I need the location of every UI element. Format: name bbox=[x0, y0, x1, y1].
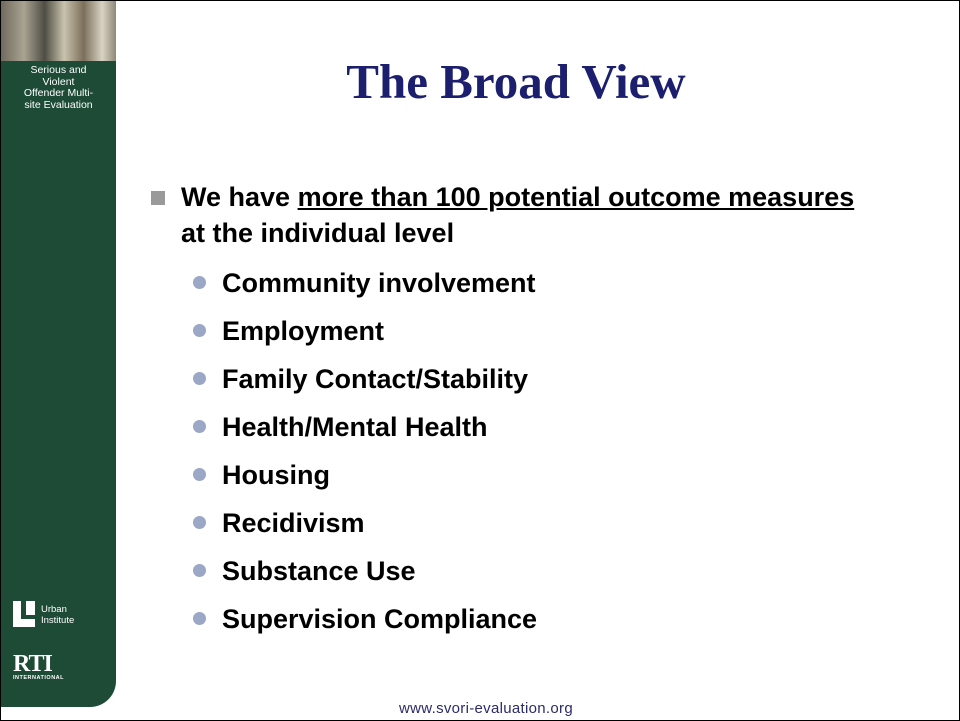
sub-bullet: Substance Use bbox=[191, 547, 537, 595]
sub-bullet: Supervision Compliance bbox=[191, 595, 537, 643]
urban-line: Institute bbox=[41, 615, 75, 626]
sub-bullet-text: Family Contact/Stability bbox=[222, 364, 529, 394]
rti-name: RTI bbox=[13, 651, 53, 677]
round-bullet bbox=[193, 324, 206, 337]
text: at the individual level bbox=[181, 218, 455, 248]
underlined-text: more than 100 potential outcome measures bbox=[297, 182, 855, 212]
urban-text: Urban Institute bbox=[41, 604, 74, 626]
round-bullet bbox=[193, 420, 206, 433]
main-bullet: We have more than 100 potential outcome … bbox=[151, 179, 871, 251]
caption-line: Violent bbox=[42, 75, 75, 88]
photo bbox=[1, 1, 116, 61]
caption-line: Serious and bbox=[30, 64, 87, 76]
sidebar: Serious and Violent Offender Multi- site… bbox=[1, 1, 116, 707]
rti-logo: RTI INTERNATIONAL bbox=[13, 651, 103, 681]
sub-bullet: Community involvement bbox=[191, 259, 537, 307]
sub-bullet: Family Contact/Stability bbox=[191, 355, 537, 403]
footer-url: www.svori-evaluation.org bbox=[399, 700, 573, 717]
slide-title: The Broad View bbox=[346, 54, 686, 109]
rti-subtitle: INTERNATIONAL bbox=[13, 675, 65, 681]
text: We have bbox=[181, 182, 298, 212]
urban-icon bbox=[13, 601, 35, 627]
caption-line: site Evaluation bbox=[24, 98, 93, 111]
sub-bullet-text: Employment bbox=[222, 316, 385, 346]
round-bullet bbox=[193, 612, 206, 625]
sub-bullet-text: Housing bbox=[222, 460, 330, 490]
caption-line: Offender Multi- bbox=[23, 87, 94, 99]
square-bullet bbox=[151, 191, 165, 205]
sidebar-caption: Serious and Violent Offender Multi- site… bbox=[1, 64, 116, 111]
sub-bullet-text: Community involvement bbox=[222, 268, 536, 298]
sub-bullet: Housing bbox=[191, 451, 537, 499]
round-bullet bbox=[193, 516, 206, 529]
round-bullet bbox=[193, 468, 206, 481]
round-bullet bbox=[193, 372, 206, 385]
main-bullet-text: We have more than 100 potential outcome … bbox=[181, 179, 871, 251]
sub-bullet-text: Supervision Compliance bbox=[222, 604, 538, 634]
round-bullet bbox=[193, 276, 206, 289]
sub-bullet-list: Community involvement Employment Family Co… bbox=[191, 259, 537, 643]
sub-bullet-text: Recidivism bbox=[222, 508, 365, 538]
sub-bullet: Recidivism bbox=[191, 499, 537, 547]
sub-bullet: Employment bbox=[191, 307, 537, 355]
urban-line: Urban bbox=[41, 604, 67, 615]
sub-bullet-text: Health/Mental Health bbox=[222, 412, 488, 442]
urban-logo: Urban Institute bbox=[13, 601, 108, 629]
round-bullet bbox=[193, 564, 206, 577]
sub-bullet: Health/Mental Health bbox=[191, 403, 537, 451]
sub-bullet-text: Substance Use bbox=[222, 556, 416, 586]
